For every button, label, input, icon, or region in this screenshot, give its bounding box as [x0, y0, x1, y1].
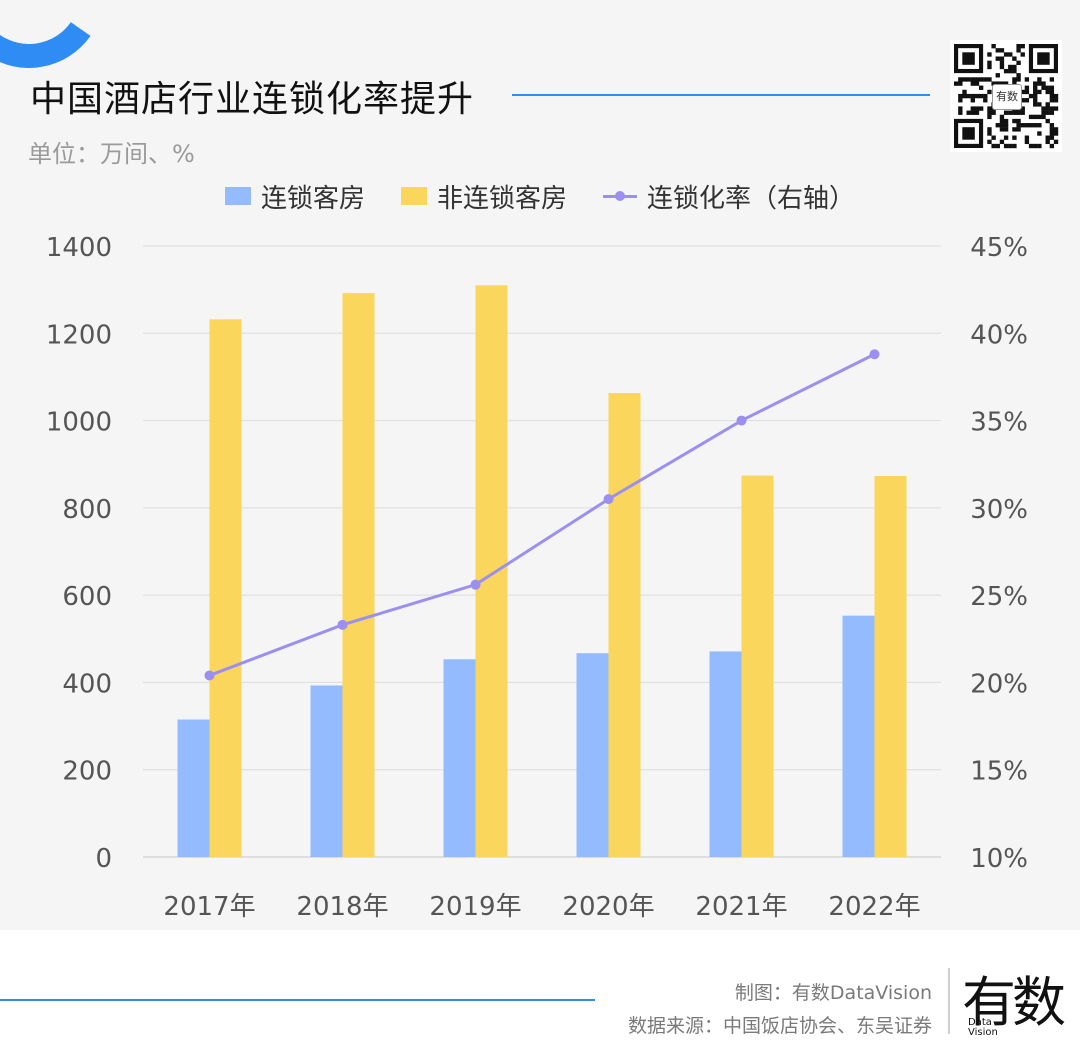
right-axis-tick-label: 45% [970, 233, 1028, 263]
bar-non-chain-rooms [741, 475, 774, 857]
legend-label-rate: 连锁化率（右轴） [647, 183, 856, 214]
chain-rate-line [208, 352, 876, 677]
logo-subtitle: Data Vision [968, 1018, 998, 1038]
bar-non-chain-rooms [874, 475, 907, 857]
right-axis-tick-label: 40% [970, 320, 1028, 350]
legend-swatch-rate [603, 187, 637, 205]
legend-item-chain-rooms: 连锁客房 [224, 178, 365, 215]
bar-chain-rooms [709, 651, 742, 857]
chain-rate-point [470, 579, 481, 590]
bar-chain-rooms [177, 719, 210, 857]
logo-sub-data: Data [968, 1017, 992, 1028]
category-tick-label: 2017年 [163, 892, 255, 922]
chart-canvas: 0 200 400 600 800 1000 1200 1400 10% 15% 20% 25% 30%… [46, 233, 1028, 922]
right-axis-tick-label: 10% [970, 844, 1028, 874]
category-tick-label: 2022年 [828, 892, 920, 922]
bar-non-chain-rooms [209, 319, 242, 857]
category-tick-label: 2018年 [296, 892, 388, 922]
bar-non-chain-rooms [475, 285, 508, 857]
right-axis-tick-label: 35% [970, 408, 1028, 438]
left-axis-tick-label: 200 [62, 757, 112, 787]
chain-rate-point [869, 349, 880, 360]
chart-title: 中国酒店行业连锁化率提升 [30, 79, 475, 120]
logo-sub-vision: Vision [968, 1027, 998, 1038]
left-axis-tick-label: 400 [62, 669, 112, 699]
chain-rate-point [736, 415, 747, 426]
credit-text: 制图：有数DataVision [734, 982, 932, 1004]
chart-legend: 连锁客房 非连锁客房 连锁化率（右轴） [0, 176, 1080, 216]
chain-rate-point [204, 670, 215, 681]
left-axis-tick-label: 600 [62, 582, 112, 612]
legend-item-chain-rate: 连锁化率（右轴） [603, 178, 855, 215]
footer-line [0, 999, 595, 1001]
footer-divider [948, 968, 950, 1034]
bar-chain-rooms [310, 685, 343, 857]
legend-swatch-chain [224, 187, 251, 205]
chain-rate-point [603, 494, 614, 505]
legend-label-chain: 连锁客房 [260, 183, 365, 214]
qr-code: 有数 [950, 40, 1062, 152]
unit-label: 单位：万间、% [28, 140, 195, 168]
legend-label-non-chain: 非连锁客房 [436, 183, 567, 214]
legend-item-non-chain-rooms: 非连锁客房 [400, 178, 567, 215]
left-axis-tick-label: 0 [95, 844, 112, 874]
category-tick-label: 2021年 [695, 892, 787, 922]
left-axis-tick-label: 1000 [46, 408, 112, 438]
bar-non-chain-rooms [342, 293, 375, 857]
bar-chain-rooms [842, 615, 875, 857]
logo-chinese: 有数 [962, 971, 1066, 1034]
bar-non-chain-rooms [608, 393, 641, 857]
bar-chain-rooms [443, 659, 476, 857]
right-axis-tick-label: 15% [970, 757, 1028, 787]
chain-rate-point [337, 619, 348, 630]
left-axis-tick-label: 1200 [46, 320, 112, 350]
title-underline [512, 94, 930, 96]
category-tick-label: 2019年 [429, 892, 521, 922]
qr-center-badge: 有数 [992, 84, 1022, 110]
right-axis-tick-label: 20% [970, 669, 1028, 699]
right-axis-tick-label: 25% [970, 582, 1028, 612]
legend-swatch-non-chain [400, 187, 427, 205]
bar-chain-rooms [576, 653, 609, 857]
category-tick-label: 2020年 [562, 892, 654, 922]
source-text: 数据来源：中国饭店协会、东吴证券 [627, 1015, 932, 1037]
datavision-logo: 有数 Data Vision [962, 962, 1066, 1042]
left-axis-tick-label: 1400 [46, 233, 112, 263]
left-axis-tick-label: 800 [62, 495, 112, 525]
right-axis-tick-label: 30% [970, 495, 1028, 525]
